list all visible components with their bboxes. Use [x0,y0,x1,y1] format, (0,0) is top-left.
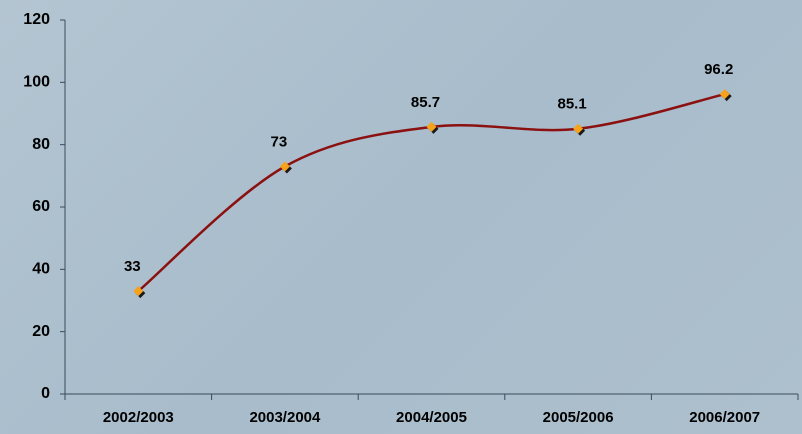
marker [719,89,730,100]
y-tick-label: 0 [41,385,50,402]
x-tick-label: 2005/2006 [543,409,614,426]
x-tick-label: 2002/2003 [103,409,174,426]
x-tick-label: 2004/2005 [396,409,467,426]
data-label: 73 [271,133,288,150]
y-tick-label: 100 [23,74,50,91]
data-label: 85.1 [557,96,586,113]
x-tick-label: 2003/2004 [249,409,321,426]
marker [426,121,437,132]
y-tick-label: 80 [32,136,50,153]
y-tick-label: 120 [23,11,50,28]
y-tick-label: 20 [32,323,50,340]
marker [279,161,290,172]
marker [573,123,584,134]
x-tick-label: 2006/2007 [689,409,760,426]
data-label: 85.7 [411,94,440,111]
y-tick-label: 60 [32,198,50,215]
marker [133,286,144,297]
y-tick-label: 40 [32,261,50,278]
data-label: 96.2 [704,61,733,78]
data-label: 33 [124,258,141,275]
